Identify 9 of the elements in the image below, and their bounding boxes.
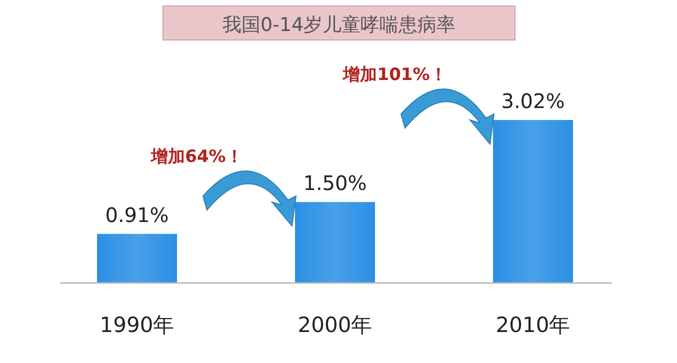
annotation: 增加64%！ [150, 147, 243, 168]
x-tick-label: 2010年 [496, 313, 570, 337]
data-label: 1.50% [303, 171, 367, 196]
x-tick-label: 2000年 [298, 313, 372, 337]
data-label: 3.02% [501, 89, 565, 113]
text: 增加101%！ [342, 65, 447, 85]
data-label: 0.91% [105, 202, 169, 227]
x-tick-label: 1990年 [100, 313, 174, 337]
chart-title: 我国0-14岁儿童哮喘患病率 [222, 14, 456, 36]
